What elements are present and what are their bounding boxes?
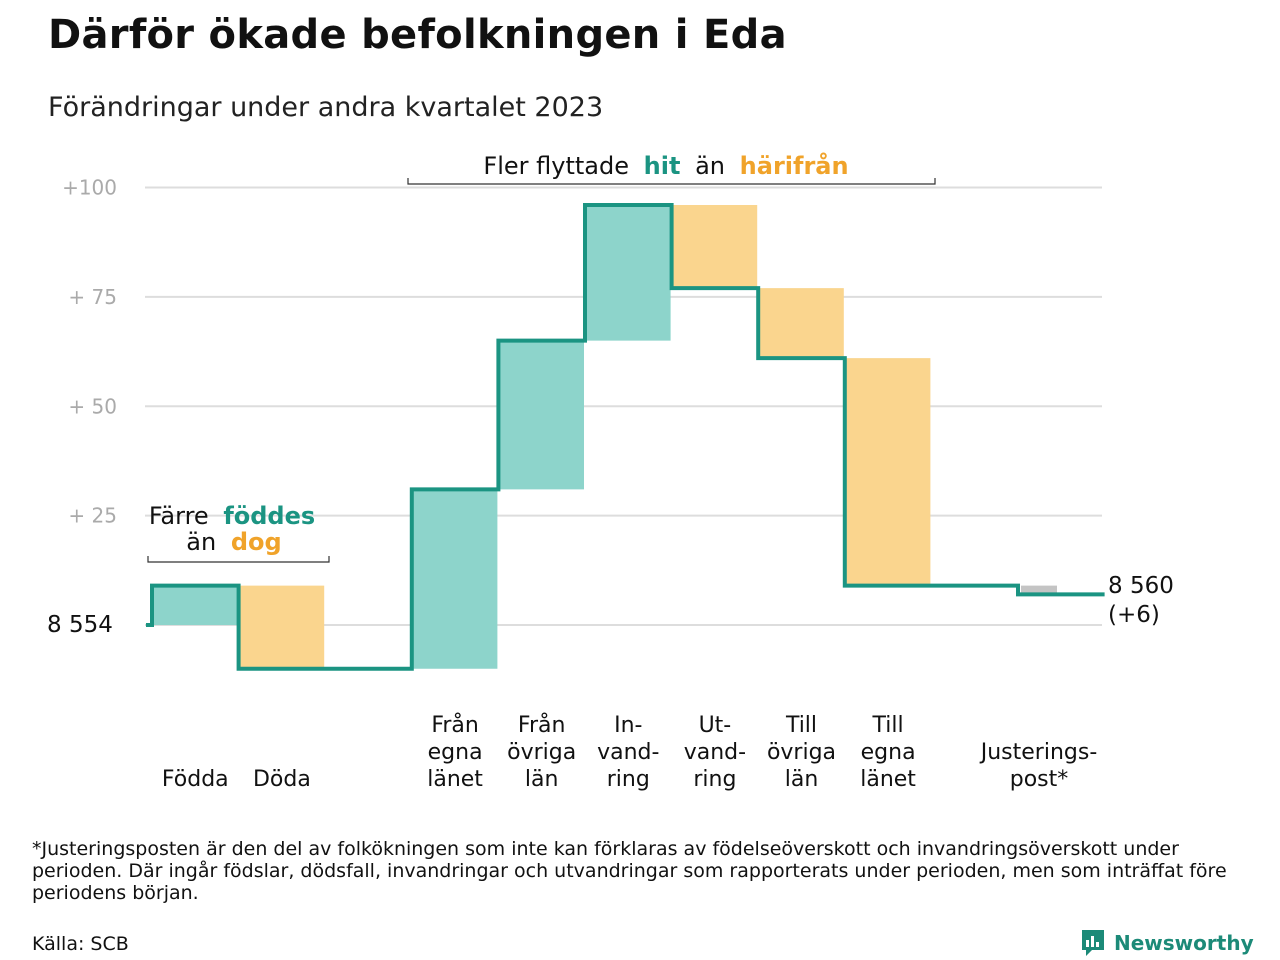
category-label-fran_ovriga: län xyxy=(525,767,559,792)
annotation-death-text: än xyxy=(186,528,216,556)
chart-subtitle: Förändringar under andra kvartalet 2023 xyxy=(48,92,604,123)
annotation-death-highlight: dog xyxy=(231,528,282,556)
annotation-migration-hit: hit xyxy=(644,152,681,180)
bar-fodda xyxy=(152,585,238,625)
bar-fran_egna xyxy=(411,489,498,669)
svg-text:än dog: än dog xyxy=(186,528,281,556)
annotation-migration-text: Fler flyttade xyxy=(483,152,629,180)
source-label: Källa: SCB xyxy=(32,933,129,955)
category-label-justering: post* xyxy=(1010,767,1069,792)
bar-till_egna xyxy=(844,358,931,586)
annotation-migration: Fler flyttade hit än härifrån xyxy=(407,151,936,185)
annotation-birth-death-bracket xyxy=(147,556,330,563)
y-tick-label: + 50 xyxy=(68,394,117,418)
y-axis-ticks: + 25 + 50 + 75 +100 xyxy=(62,176,117,528)
category-label-till_ovriga: län xyxy=(785,767,819,792)
category-label-fran_egna: egna xyxy=(428,740,483,765)
bar-till_ovriga xyxy=(758,288,844,359)
svg-text:Fler flyttade hit: Fler flyttade hit än härifrån xyxy=(483,151,848,180)
cumulative-step-line xyxy=(146,203,1105,671)
bar-justering xyxy=(1021,585,1057,595)
category-label-invandring: ring xyxy=(607,767,650,792)
category-label-fodda: Födda xyxy=(162,767,229,792)
category-label-utvandring: ring xyxy=(693,767,736,792)
bars-layer xyxy=(152,205,1057,669)
y-tick-label: +100 xyxy=(62,176,117,200)
chart-title: Därför ökade befolkningen i Eda xyxy=(48,12,787,58)
annotation-migration-than: än xyxy=(695,152,725,180)
category-label-justering: Justerings- xyxy=(979,740,1098,765)
category-label-till_egna: egna xyxy=(861,740,916,765)
annotation-migration-bracket xyxy=(407,178,936,185)
category-label-doda: Döda xyxy=(253,767,311,792)
y-tick-label: + 75 xyxy=(68,285,117,309)
category-label-till_ovriga: övriga xyxy=(767,740,836,765)
annotation-migration-harifran: härifrån xyxy=(740,151,849,180)
bar-invandring xyxy=(585,205,671,341)
bar-fran_ovriga xyxy=(498,340,584,490)
bar-utvandring xyxy=(671,205,758,289)
category-label-utvandring: vand- xyxy=(684,740,746,765)
annotation-birth-text: Färre xyxy=(149,502,209,530)
end-change-label: (+6) xyxy=(1108,602,1160,628)
category-label-till_ovriga: Till xyxy=(785,713,817,738)
category-label-fran_egna: länet xyxy=(427,767,483,792)
footnote: *Justeringsposten är den del av folkökni… xyxy=(32,838,1227,904)
category-label-utvandring: Ut- xyxy=(699,713,732,738)
brand-name: Newsworthy xyxy=(1114,931,1254,955)
newsworthy-logo-icon xyxy=(1082,930,1104,956)
category-label-fran_ovriga: Från xyxy=(518,712,566,738)
waterfall-chart: + 25+ 50+ 75+100 Födda DödaFrånegnalänetF… xyxy=(47,151,1174,792)
category-label-fran_egna: Från xyxy=(431,712,479,738)
bar-doda xyxy=(238,585,325,669)
y-tick-label: + 25 xyxy=(68,504,117,528)
step-line-layer xyxy=(146,203,1105,671)
category-labels: Födda DödaFrånegnalänetFrånövrigalänIn-va… xyxy=(162,712,1097,792)
category-label-invandring: vand- xyxy=(597,740,659,765)
category-label-fran_ovriga: övriga xyxy=(507,740,576,765)
brand-logo[interactable]: Newsworthy xyxy=(1080,928,1254,958)
end-value-label: 8 560 xyxy=(1108,573,1174,599)
start-value-label: 8 554 xyxy=(47,612,113,638)
category-label-till_egna: Till xyxy=(872,713,904,738)
annotation-birth-death: Färre föddes än dog xyxy=(147,502,330,563)
category-label-till_egna: länet xyxy=(860,767,916,792)
svg-text:Färre föddes: Färre föddes xyxy=(149,502,315,530)
annotation-birth-highlight: föddes xyxy=(223,502,315,530)
category-label-invandring: In- xyxy=(614,713,642,738)
